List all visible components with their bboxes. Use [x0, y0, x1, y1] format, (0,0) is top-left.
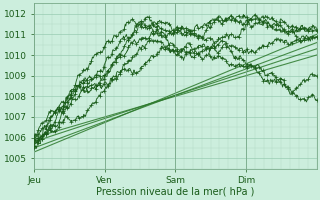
X-axis label: Pression niveau de la mer( hPa ): Pression niveau de la mer( hPa ) [96, 187, 254, 197]
